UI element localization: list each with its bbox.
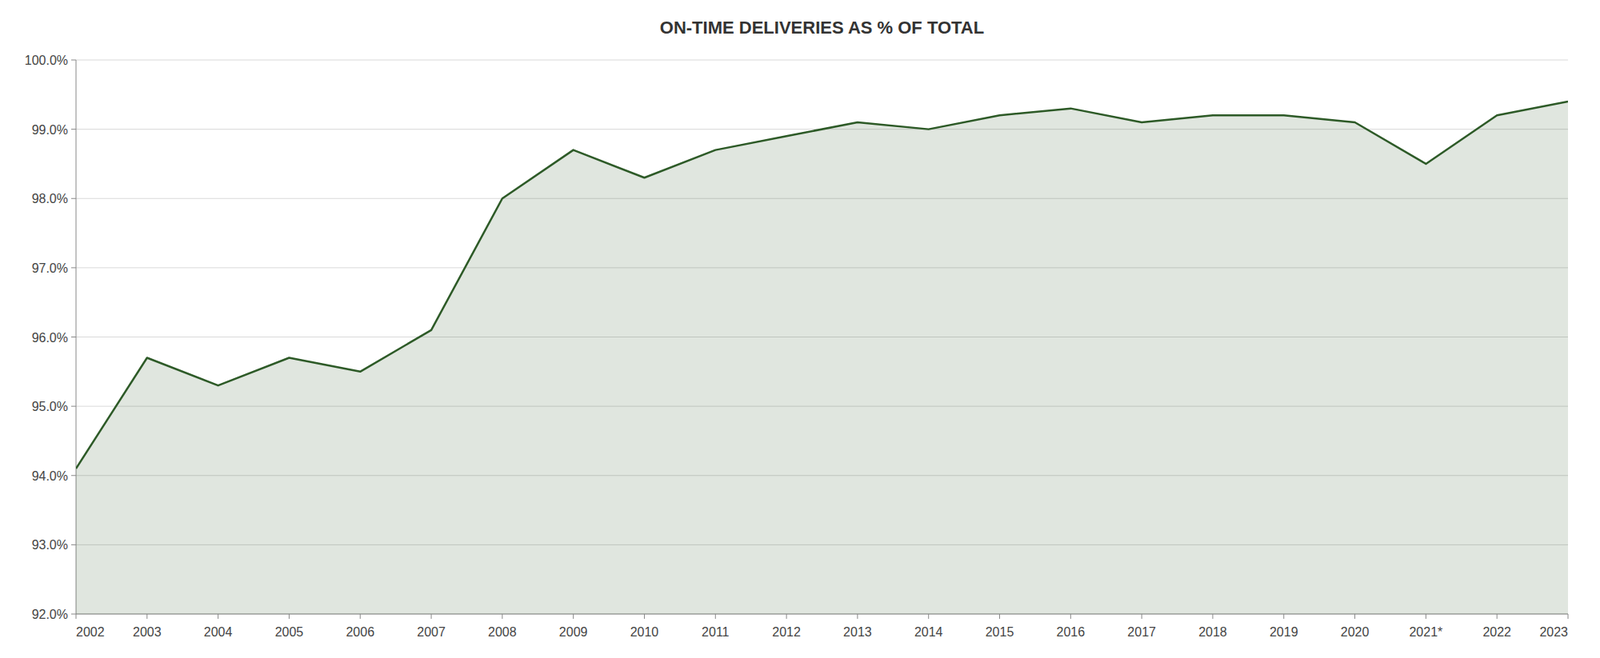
x-tick	[1425, 614, 1427, 620]
x-tick-label: 2005	[275, 625, 304, 640]
x-tick	[288, 614, 290, 620]
x-tick	[360, 614, 361, 620]
x-tick	[1354, 614, 1356, 620]
x-tick-label: 2009	[559, 625, 588, 640]
x-tick	[1212, 614, 1213, 620]
y-tick	[71, 267, 76, 268]
x-tick-label: 2019	[1269, 625, 1299, 640]
y-tick-label: 95.0%	[32, 400, 68, 414]
x-tick-label: 2003	[132, 625, 162, 640]
axes: 92.0% 93.0% 94.0% 95.0% 96.0% 97.0% 98.0% 99.0%…	[24, 53, 1568, 640]
x-tick-label: 2011	[701, 625, 730, 640]
x-tick-label: 2006	[345, 625, 375, 640]
x-tick-label: 2020	[1340, 625, 1370, 640]
x-tick	[76, 614, 77, 620]
x-tick	[786, 614, 788, 620]
x-tick-label: 2018	[1198, 625, 1228, 640]
y-tick	[71, 336, 76, 338]
x-tick-label: 2014	[914, 625, 944, 640]
y-tick-label: 97.0%	[32, 261, 68, 276]
y-tick-label: 94.0%	[32, 469, 68, 484]
area-fill	[76, 101, 1568, 615]
grid-line	[76, 60, 1568, 61]
x-tick	[1070, 614, 1072, 620]
y-tick-label: 100.0%	[24, 53, 68, 68]
x-tick-label: 2016	[1056, 625, 1086, 640]
x-tick-label: 2002	[76, 625, 105, 640]
y-tick	[71, 128, 76, 130]
plot-area	[76, 101, 1568, 615]
x-tick-label: 2013	[843, 625, 872, 640]
x-tick	[999, 614, 1000, 620]
x-tick	[715, 614, 716, 620]
y-tick	[71, 614, 76, 616]
y-tick-label: 92.0%	[32, 608, 68, 622]
x-tick-label: 2017	[1127, 625, 1156, 640]
x-tick	[1568, 614, 1569, 620]
x-tick-label: 2023	[1539, 625, 1568, 640]
x-tick-label: 2015	[985, 625, 1015, 640]
x-tick	[501, 614, 503, 620]
x-tick	[644, 614, 645, 620]
y-tick-label: 96.0%	[32, 331, 68, 345]
x-tick-label: 2008	[488, 625, 517, 640]
x-tick-label: 2004	[204, 625, 233, 640]
x-tick	[856, 614, 858, 620]
x-tick	[146, 614, 148, 620]
x-tick	[1283, 614, 1284, 620]
y-tick	[71, 475, 76, 476]
chart: ON-TIME DELIVERIES AS % OF TOTAL 92.0% 93.…	[0, 0, 1600, 658]
x-tick-label: 2022	[1482, 625, 1512, 640]
grid	[76, 60, 1568, 615]
x-tick	[572, 614, 574, 620]
title: ON-TIME DELIVERIES AS % OF TOTAL	[660, 17, 984, 38]
x-tick	[1496, 614, 1498, 620]
y-tick-label: 93.0%	[32, 538, 68, 552]
y-tick	[71, 406, 76, 408]
x-tick-label: 2021*	[1408, 625, 1443, 640]
y-tick-label: 99.0%	[32, 123, 68, 137]
y-tick	[71, 544, 76, 546]
x-tick-label: 2012	[772, 625, 801, 640]
x-tick	[217, 614, 219, 620]
line	[76, 101, 1568, 469]
y-tick	[71, 198, 76, 200]
x-tick	[1141, 614, 1143, 620]
x-tick-label: 2010	[630, 625, 660, 640]
x-tick-label: 2007	[416, 625, 446, 640]
x-tick	[431, 614, 432, 620]
y-tick	[71, 60, 76, 61]
y-tick-label: 98.0%	[32, 192, 68, 206]
x-tick	[928, 614, 929, 620]
